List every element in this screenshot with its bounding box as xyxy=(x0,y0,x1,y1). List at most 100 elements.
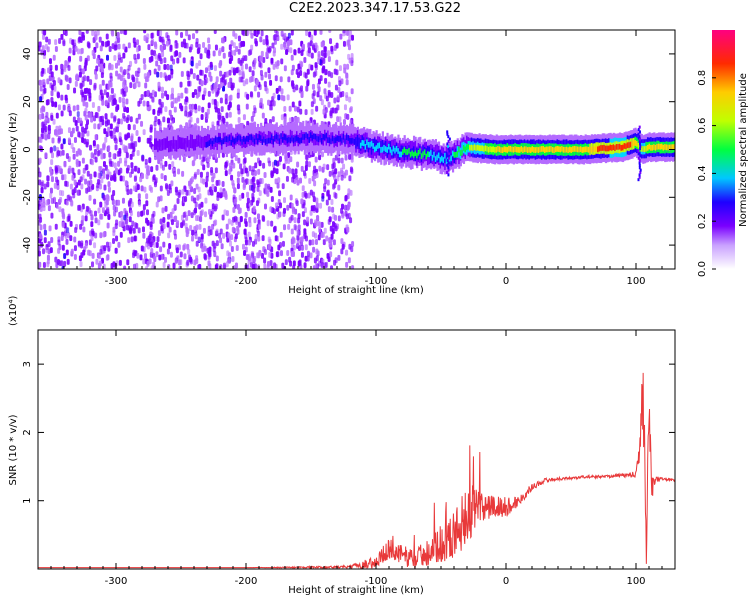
noise-cell xyxy=(322,108,326,115)
noise-cell xyxy=(312,196,316,203)
noise-cell xyxy=(42,262,46,269)
noise-cell xyxy=(158,254,162,261)
noise-cell xyxy=(212,246,216,253)
noise-cell xyxy=(42,34,46,41)
signal-cell xyxy=(447,161,450,165)
noise-cell xyxy=(193,187,197,194)
x-tick-label: 0 xyxy=(503,276,509,287)
noise-cell xyxy=(109,123,113,130)
noise-cell xyxy=(331,228,335,235)
noise-cell xyxy=(67,215,71,222)
noise-cell xyxy=(136,46,140,53)
signal-cell xyxy=(637,132,640,136)
noise-cell xyxy=(164,106,168,113)
noise-cell xyxy=(118,96,122,103)
noise-cell xyxy=(50,114,54,121)
signal-cell xyxy=(408,147,411,154)
noise-cell xyxy=(151,38,155,45)
noise-cell xyxy=(112,238,116,245)
noise-cell xyxy=(295,200,299,207)
noise-cell xyxy=(283,32,287,39)
noise-cell xyxy=(173,229,177,236)
noise-cell xyxy=(153,256,157,263)
noise-cell xyxy=(215,228,219,235)
noise-cell xyxy=(267,99,271,106)
signal-cell xyxy=(412,146,416,158)
signal-cell xyxy=(183,142,186,149)
noise-cell xyxy=(193,197,197,204)
noise-cell xyxy=(295,84,299,91)
noise-cell xyxy=(39,96,43,103)
signal-cell xyxy=(531,146,534,152)
noise-cell xyxy=(81,91,85,98)
noise-cell xyxy=(195,37,199,44)
colorbar-tick-label: 0.8 xyxy=(697,70,708,86)
noise-cell xyxy=(115,62,119,69)
noise-cell xyxy=(173,203,177,210)
signal-cell xyxy=(373,138,377,150)
noise-cell xyxy=(85,87,89,94)
noise-cell xyxy=(283,197,287,204)
noise-cell xyxy=(340,167,344,174)
noise-cell xyxy=(155,201,159,208)
signal-cell xyxy=(501,147,505,154)
noise-cell xyxy=(230,219,234,226)
noise-cell xyxy=(236,228,240,235)
noise-cell xyxy=(119,210,123,217)
noise-cell xyxy=(346,226,350,233)
noise-cell xyxy=(147,243,151,250)
snr-ylabel: SNR (10 * v/v) xyxy=(8,414,19,485)
noise-cell xyxy=(63,161,67,168)
noise-cell xyxy=(303,219,307,226)
signal-cell xyxy=(334,137,338,143)
signal-cell xyxy=(394,147,397,154)
signal-cell xyxy=(525,146,528,153)
noise-cell xyxy=(129,143,133,150)
signal-cell xyxy=(338,136,341,142)
noise-cell xyxy=(279,231,283,238)
noise-cell xyxy=(185,214,189,221)
noise-cell xyxy=(305,30,309,36)
signal-cell xyxy=(280,133,283,140)
noise-cell xyxy=(166,248,170,255)
noise-cell xyxy=(229,94,233,101)
signal-cell xyxy=(191,134,194,147)
noise-cell xyxy=(288,117,292,124)
noise-cell xyxy=(221,180,225,187)
noise-cell xyxy=(256,30,260,35)
noise-cell xyxy=(295,68,299,75)
noise-cell xyxy=(142,258,146,265)
signal-cell xyxy=(269,131,272,144)
noise-cell xyxy=(78,71,82,78)
noise-cell xyxy=(252,63,256,70)
noise-cell xyxy=(133,235,137,242)
noise-cell xyxy=(54,256,58,263)
noise-cell xyxy=(227,81,231,88)
noise-cell xyxy=(135,117,139,124)
noise-cell xyxy=(51,100,55,107)
signal-cell xyxy=(199,135,202,147)
noise-cell xyxy=(314,219,318,226)
noise-cell xyxy=(70,200,74,207)
signal-cell xyxy=(261,139,264,145)
noise-cell xyxy=(344,154,348,161)
noise-cell xyxy=(314,70,318,77)
noise-cell xyxy=(93,30,97,37)
noise-cell xyxy=(349,106,353,113)
signal-cell xyxy=(380,141,383,153)
noise-cell xyxy=(262,162,266,169)
noise-cell xyxy=(150,248,154,255)
noise-cell xyxy=(184,195,188,202)
noise-cell xyxy=(143,30,147,34)
noise-cell xyxy=(96,57,100,64)
signal-cell xyxy=(285,134,288,141)
noise-cell xyxy=(325,199,329,206)
noise-cell xyxy=(50,176,54,183)
noise-cell xyxy=(71,167,75,174)
noise-cell xyxy=(60,143,64,150)
signal-cell xyxy=(446,159,449,163)
noise-cell xyxy=(314,238,318,245)
noise-cell xyxy=(242,30,246,37)
noise-cell xyxy=(288,167,292,174)
